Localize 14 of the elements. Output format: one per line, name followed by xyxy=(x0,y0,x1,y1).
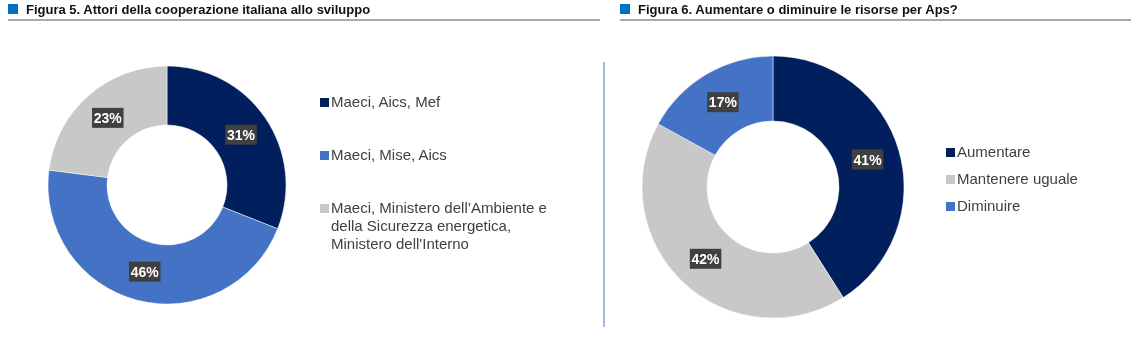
data-label: 41% xyxy=(853,151,883,168)
legend-label: Aumentare xyxy=(957,143,1031,160)
data-label: 23% xyxy=(93,109,123,126)
legend-label: Maeci, Mise, Aics xyxy=(331,146,447,163)
legend-label: Diminuire xyxy=(957,197,1021,214)
legend-label: Mantenere uguale xyxy=(957,170,1078,187)
data-label: 31% xyxy=(227,126,256,143)
chart-title: Figura 6. Aumentare o diminuire le risorse per Aps? xyxy=(638,2,958,17)
data-label: 46% xyxy=(130,263,160,280)
chart-title: Figura 5. Attori della cooperazione italiana allo sviluppo xyxy=(26,2,371,17)
legend-label: Maeci, Aics, Mef xyxy=(331,93,442,110)
data-label: 17% xyxy=(708,94,738,111)
legend-label: Maeci, Ministero dell’Ambiente e della Sicurezza energetica, Ministero dell'Interno xyxy=(331,199,547,252)
data-label: 42% xyxy=(691,250,721,267)
